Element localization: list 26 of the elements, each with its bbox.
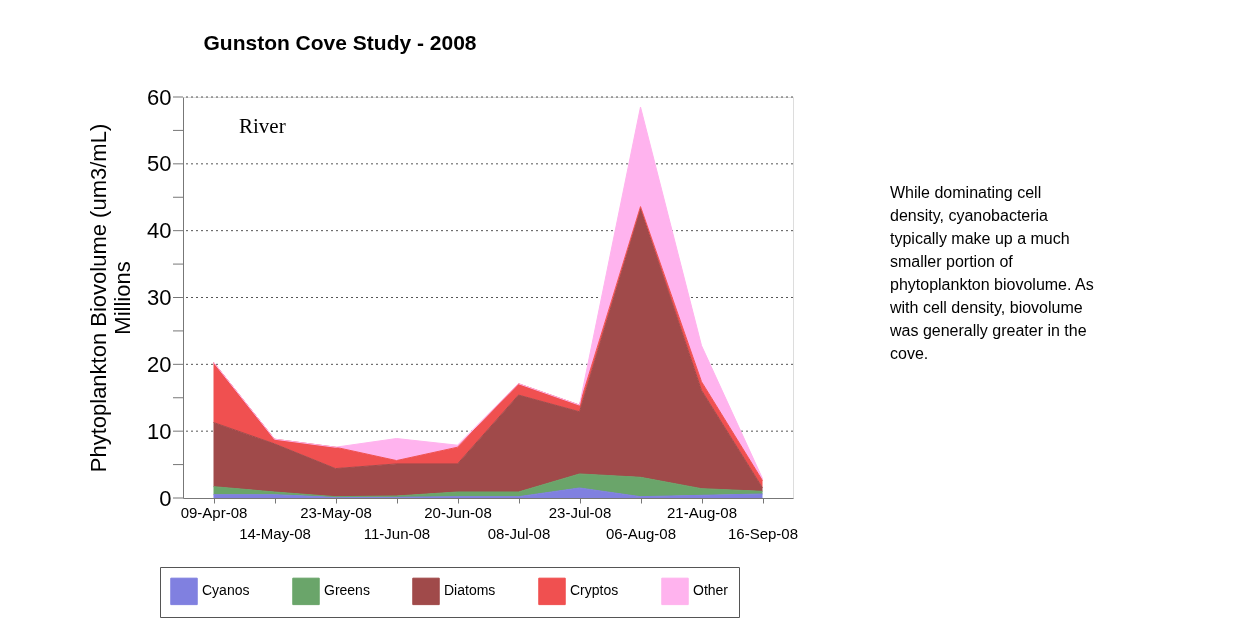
x-tick-label: 23-May-08 <box>300 503 372 521</box>
legend-label: Cryptos <box>570 582 619 599</box>
legend-label: Other <box>693 582 729 599</box>
y-tick-label: 20 <box>147 351 172 377</box>
legend-label: Greens <box>324 582 370 599</box>
text: While dominating cell density, cyanobacteria typically make up a much smaller portion of phytoplankton biovolume. As with cell density, biovolume was generally greater in the cove. <box>889 184 1094 362</box>
y-tick-label: 30 <box>147 285 172 310</box>
y-tick-label: 50 <box>147 151 172 177</box>
y-tick-label: 0 <box>159 485 172 511</box>
legend-label: Diatoms <box>444 582 496 599</box>
y-tick-label: 60 <box>147 84 172 110</box>
x-tick-label: 14-May-08 <box>239 524 311 542</box>
annotation: River <box>239 114 286 138</box>
x-tick-label: 20-Jun-08 <box>424 503 492 521</box>
y-tick-label: 10 <box>147 418 172 444</box>
x-tick-label: 21-Aug-08 <box>666 503 738 521</box>
x-tick-label: 11-Jun-08 <box>363 524 431 542</box>
legend-label: Cyanos <box>202 582 250 599</box>
chart-title: Gunston Cove Study - 2008 <box>203 31 477 54</box>
x-tick-label: 06-Aug-08 <box>605 524 677 542</box>
y-tick-label: 40 <box>147 218 172 244</box>
x-tick-label: 23-Jul-08 <box>548 503 612 521</box>
y-axis-title: Phytoplankton Biovolume (um3/mL) Millions <box>86 123 136 473</box>
x-tick-label: 09-Apr-08 <box>180 503 248 521</box>
x-tick-label: 08-Jul-08 <box>487 524 551 542</box>
x-tick-label: 16-Sep-08 <box>727 524 799 542</box>
